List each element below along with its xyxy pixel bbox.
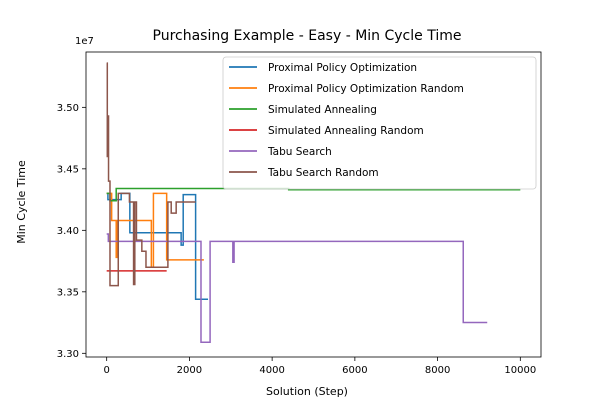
legend-label-2: Simulated Annealing — [268, 104, 377, 116]
chart-title: Purchasing Example - Easy - Min Cycle Ti… — [153, 28, 462, 44]
plot-frame — [85, 51, 542, 358]
legend-box — [222, 56, 537, 190]
y-tick-label: 3.50 — [57, 103, 79, 114]
x-tick-label: 2000 — [177, 365, 202, 376]
y-offset-label: 1e7 — [75, 36, 94, 47]
x-tick-label: 4000 — [259, 365, 284, 376]
y-axis-label: Min Cycle Time — [15, 160, 28, 244]
legend-label-5: Tabu Search Random — [267, 167, 379, 179]
legend: Proximal Policy Optimization Proximal Pol… — [222, 56, 537, 190]
y-tick-label: 3.40 — [57, 226, 79, 237]
plot-area — [106, 62, 521, 343]
x-tick-label: 10000 — [504, 365, 536, 376]
series-line-4 — [106, 233, 488, 343]
x-tick-label: 0 — [103, 365, 109, 376]
y-tick-label: 3.30 — [57, 349, 79, 360]
legend-label-4: Tabu Search — [267, 146, 332, 158]
legend-label-0: Proximal Policy Optimization — [268, 62, 417, 74]
series-group — [106, 62, 521, 343]
y-tick-label: 3.45 — [57, 164, 79, 175]
legend-label-1: Proximal Policy Optimization Random — [268, 83, 464, 95]
series-line-5 — [106, 62, 196, 287]
y-tick-label: 3.35 — [57, 287, 79, 298]
y-axis: 3.30 3.35 3.40 3.45 3.50 — [57, 103, 86, 360]
x-axis: 0 2000 4000 6000 8000 10000 — [103, 357, 536, 376]
legend-label-3: Simulated Annealing Random — [268, 125, 424, 137]
x-tick-label: 6000 — [342, 365, 367, 376]
x-axis-label: Solution (Step) — [266, 385, 348, 398]
x-tick-label: 8000 — [425, 365, 450, 376]
